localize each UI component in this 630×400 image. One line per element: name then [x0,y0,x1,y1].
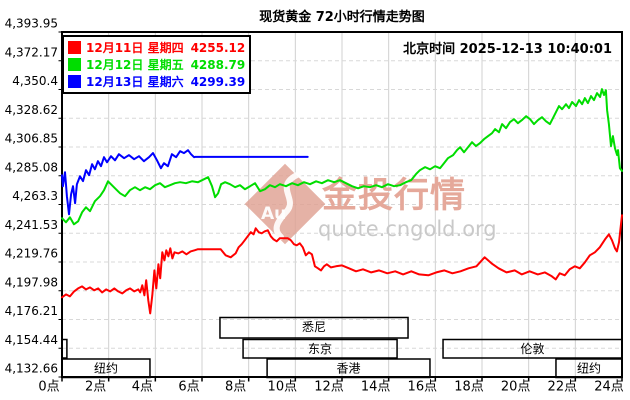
y-axis-label: 4,197.98 [5,275,58,289]
watermark-swirl-icon [273,171,302,240]
y-axis-label: 4,372.17 [5,45,58,59]
y-axis-label: 4,328.62 [5,103,58,117]
legend-row-dec12: 12月12日 星期五 4288.79 [68,56,245,73]
legend-swatch-blue [68,75,81,88]
session-label-newyork-late: 纽约 [577,361,601,376]
y-axis-label: 4,241.53 [5,218,58,232]
series-line-dec13 [61,149,309,216]
legend-date-label-dec11: 12月11日 星期四 [86,41,184,55]
session-box-newyork-early [61,358,151,379]
legend-swatch-red [68,41,81,54]
session-box-tokyo [242,338,398,359]
legend-value-dec13: 4299.39 [190,74,246,89]
session-label-hongkong: 香港 [337,362,361,376]
session-label-newyork-early: 纽约 [94,361,118,376]
x-axis-label: 12点 [314,380,344,395]
session-box-hongkong [266,358,431,379]
x-axis-label: 20点 [501,380,531,395]
legend-value-dec11: 4255.12 [190,40,246,55]
legend-row-dec13: 12月13日 星期六 4299.39 [68,73,245,90]
y-axis-label: 4,350.4 [12,74,58,88]
beijing-time-label: 北京时间 2025-12-13 10:40:01 [403,42,612,57]
legend-row-dec11: 12月11日 星期四 4255.12 [68,39,245,56]
session-box-london [442,338,623,359]
watermark-logo-text: Au [261,204,286,224]
session-box-london-wrap [61,338,68,359]
watermark-logo: Au [244,163,326,245]
session-box-newyork-late [555,358,623,379]
legend-swatch-green [68,58,81,71]
session-label-london: 伦敦 [521,341,545,356]
x-axis-label: 6点 [178,380,199,395]
y-axis-label: 4,285.08 [5,160,58,174]
y-axis-label: 4,219.76 [5,247,58,261]
series-line-dec11 [61,214,623,315]
y-axis-label: 4,393.95 [5,17,58,31]
x-axis-label: 0点 [38,380,59,395]
y-axis-label: 4,263.3 [12,189,58,203]
x-axis-label: 14点 [361,380,391,395]
legend-date-label-dec13: 12月13日 星期六 [86,75,184,89]
x-axis-label: 8点 [225,380,246,395]
series-line-dec12 [61,88,623,226]
x-axis-label: 16点 [408,380,438,395]
x-axis-label: 4点 [132,380,153,395]
x-axis-label: 22点 [548,380,578,395]
watermark-site-text: quote.cngold.org [318,217,497,241]
y-axis-label: 4,154.44 [5,333,58,347]
y-axis-label: 4,132.66 [5,362,58,376]
x-axis-label: 18点 [454,380,484,395]
session-box-sydney [219,316,409,339]
y-axis-label: 4,176.21 [5,304,58,318]
x-axis-label: 10点 [268,380,298,395]
chart-title: 现货黄金 72小时行情走势图 [259,10,425,25]
legend-value-dec12: 4288.79 [190,57,246,72]
legend-date-label-dec12: 12月12日 星期五 [86,58,184,72]
legend-box: 12月11日 星期四 4255.12 12月12日 星期五 4288.79 12… [62,35,252,94]
session-label-sydney: 悉尼 [302,320,326,334]
y-axis-label: 4,306.85 [5,132,58,146]
x-axis-label: 24点 [594,380,624,395]
session-label-tokyo: 东京 [308,342,332,356]
x-axis-label: 2点 [85,380,106,395]
